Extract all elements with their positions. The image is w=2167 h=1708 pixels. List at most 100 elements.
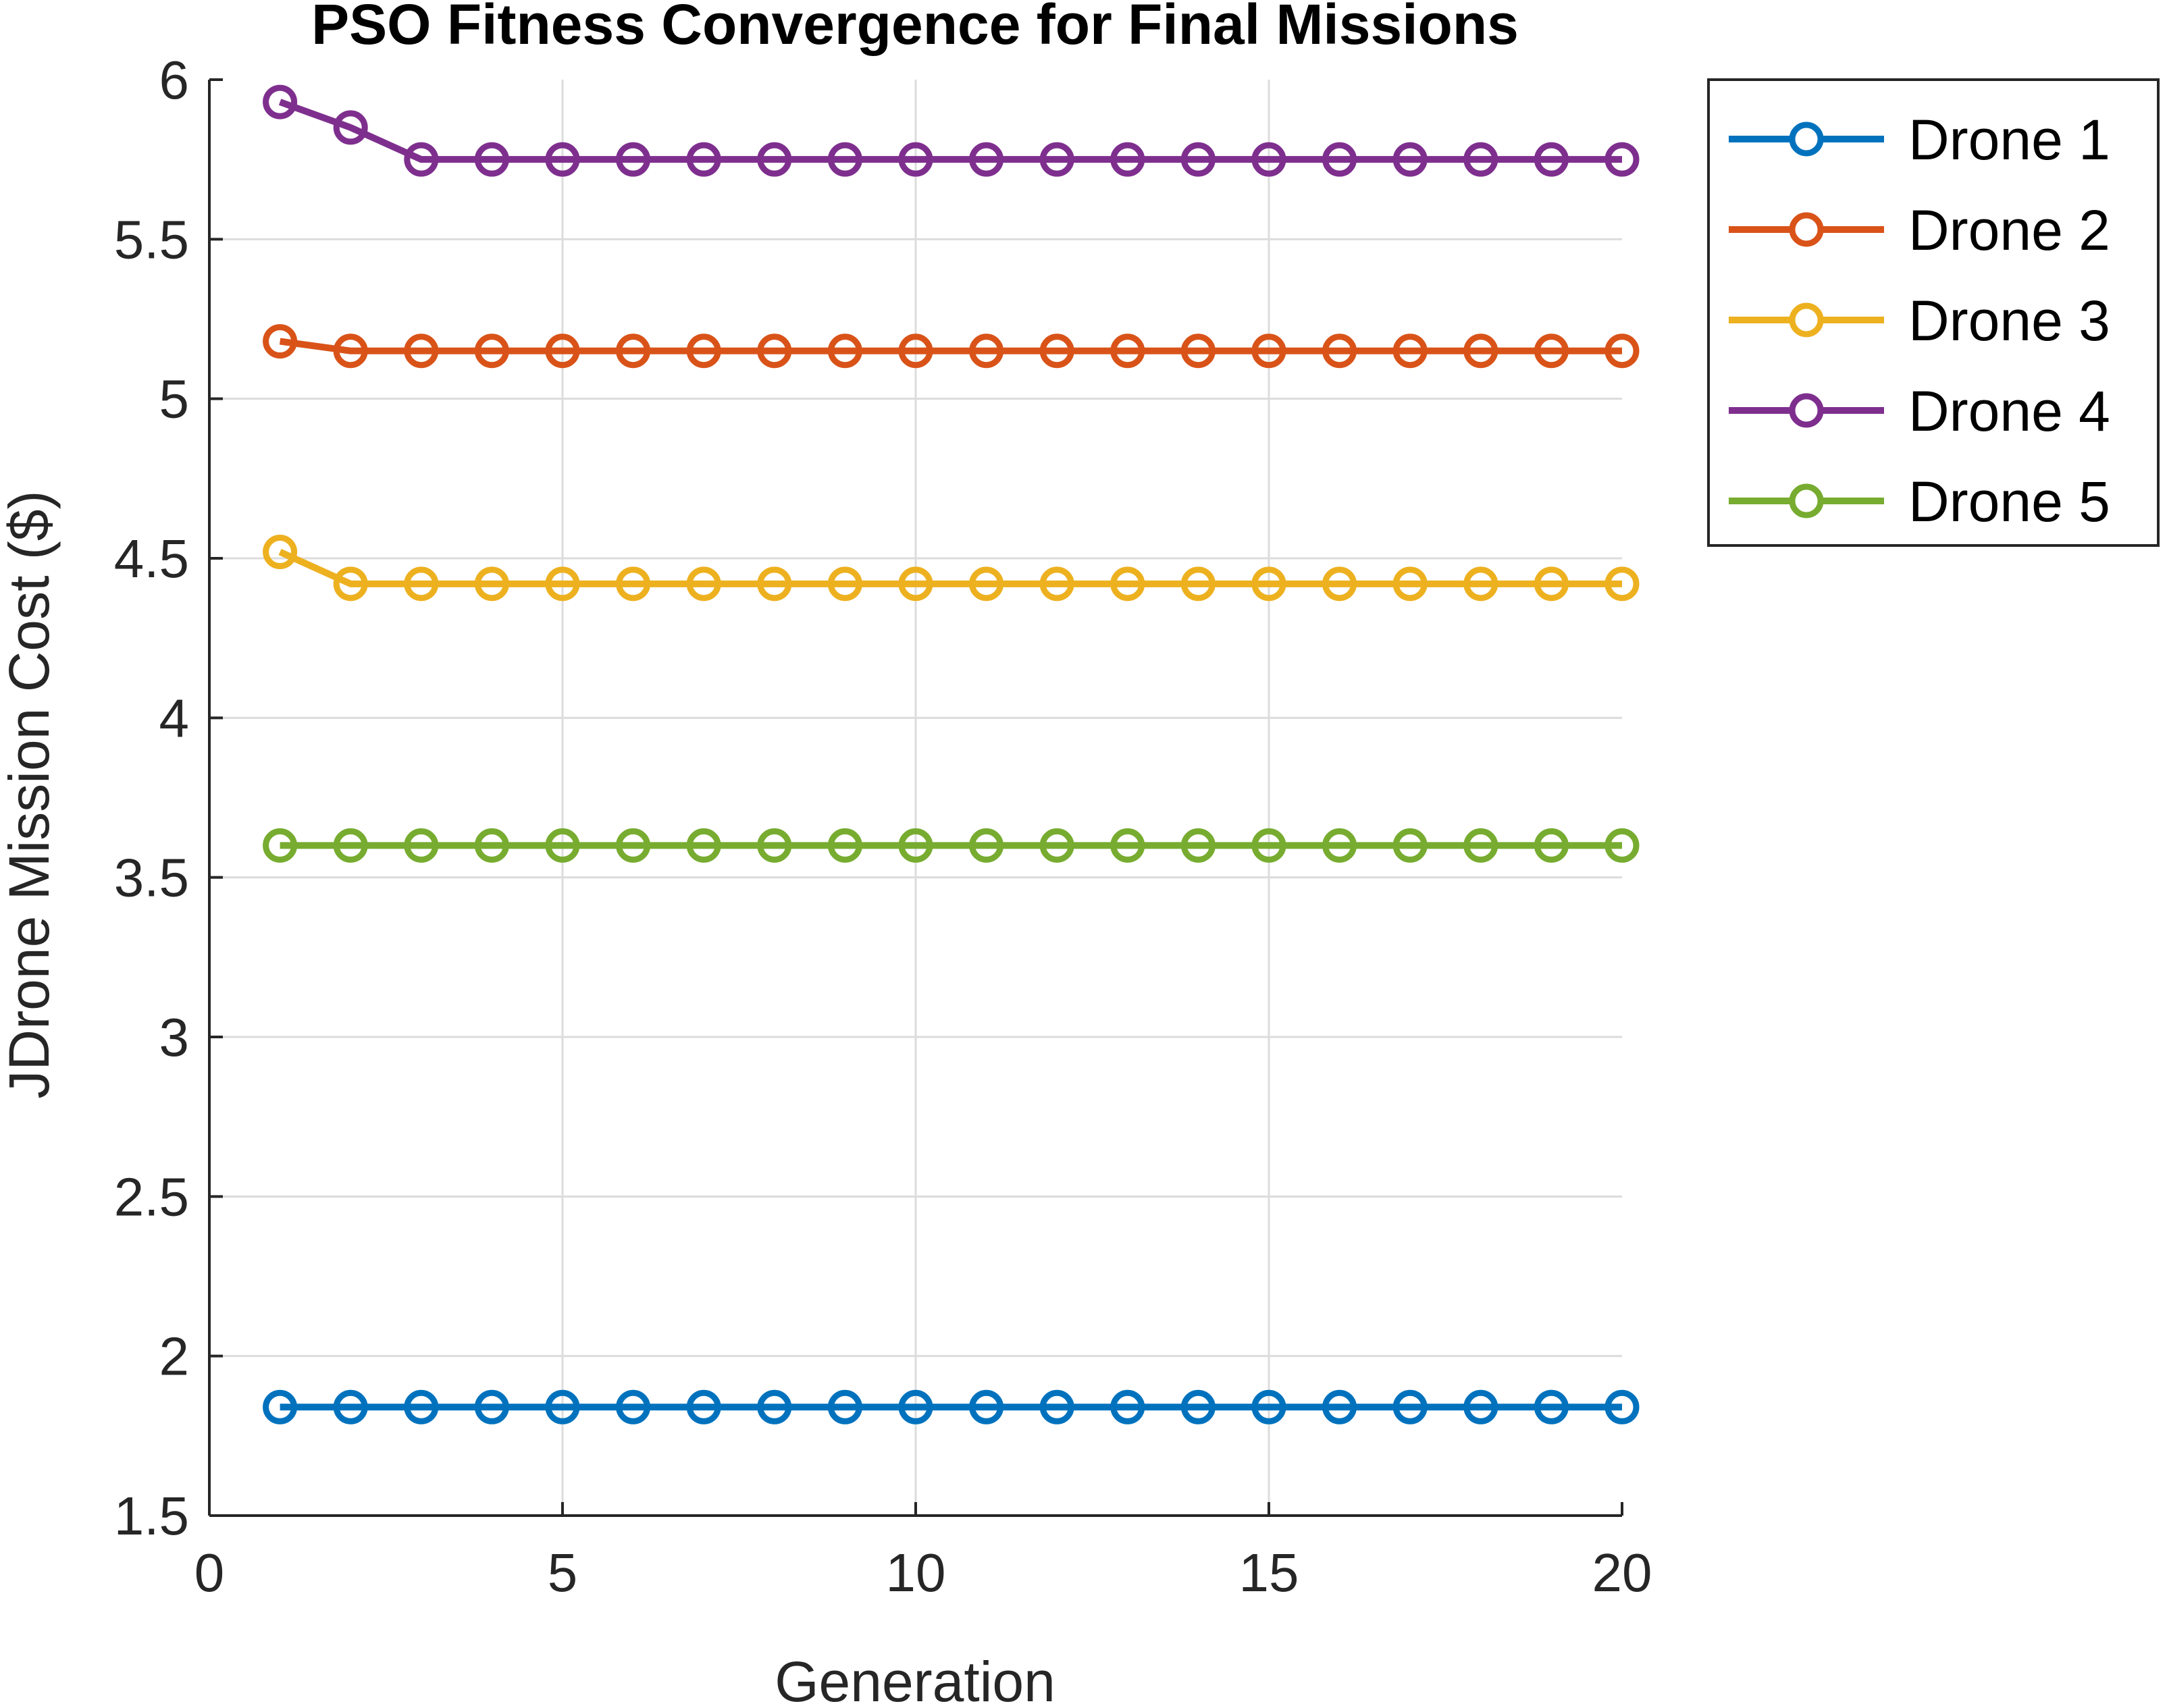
- data-point-drone-2: [1180, 333, 1216, 369]
- data-point-drone-1: [333, 1389, 368, 1424]
- data-point-drone-2: [545, 333, 580, 369]
- data-point-drone-1: [545, 1389, 580, 1424]
- x-axis-title: Generation: [775, 1650, 1055, 1708]
- data-point-drone-5: [1180, 828, 1216, 863]
- data-point-drone-2: [757, 333, 792, 369]
- data-point-drone-2: [1039, 333, 1074, 369]
- data-point-drone-5: [757, 828, 792, 863]
- data-point-drone-3: [827, 566, 862, 602]
- data-point-drone-4: [1392, 142, 1428, 177]
- data-point-drone-2: [827, 333, 862, 369]
- data-point-drone-3: [1392, 566, 1428, 602]
- data-point-drone-5: [686, 828, 721, 863]
- data-point-drone-4: [1322, 142, 1357, 177]
- data-point-drone-5: [404, 828, 439, 863]
- data-point-drone-4: [545, 142, 580, 177]
- data-point-drone-5: [1322, 828, 1357, 863]
- data-point-drone-4: [333, 110, 368, 145]
- data-point-drone-4: [1110, 142, 1145, 177]
- data-point-drone-1: [263, 1389, 298, 1424]
- x-tick-label: 10: [886, 1543, 946, 1603]
- data-point-drone-4: [404, 142, 439, 177]
- data-point-drone-3: [616, 566, 651, 602]
- y-tick-label: 4.5: [114, 529, 189, 589]
- data-point-drone-4: [1534, 142, 1569, 177]
- data-point-drone-1: [1392, 1389, 1428, 1424]
- data-point-drone-2: [1392, 333, 1428, 369]
- y-tick-label: 2.5: [114, 1167, 189, 1227]
- data-point-drone-4: [1180, 142, 1216, 177]
- data-point-drone-2: [404, 333, 439, 369]
- y-tick-label: 4: [159, 688, 190, 748]
- data-point-drone-1: [969, 1389, 1004, 1424]
- legend-label-drone-3: Drone 3: [1908, 289, 2110, 352]
- data-point-drone-2: [1534, 333, 1569, 369]
- data-point-drone-5: [333, 828, 368, 863]
- data-point-drone-4: [616, 142, 651, 177]
- data-point-drone-2: [969, 333, 1004, 369]
- data-point-drone-1: [1110, 1389, 1145, 1424]
- y-tick-label: 5: [159, 369, 190, 429]
- data-point-drone-3: [1251, 566, 1286, 602]
- data-point-drone-2: [898, 333, 933, 369]
- data-point-drone-3: [263, 535, 298, 570]
- data-point-drone-1: [474, 1389, 509, 1424]
- data-point-drone-2: [616, 333, 651, 369]
- data-point-drone-2: [333, 333, 368, 369]
- data-point-drone-1: [686, 1389, 721, 1424]
- data-point-drone-5: [1463, 828, 1498, 863]
- data-point-drone-5: [545, 828, 580, 863]
- data-point-drone-4: [1251, 142, 1286, 177]
- legend-marker-drone-2: [1789, 212, 1824, 247]
- data-point-drone-5: [1534, 828, 1569, 863]
- data-point-drone-5: [969, 828, 1004, 863]
- legend-label-drone-1: Drone 1: [1908, 108, 2110, 171]
- legend: Drone 1 Drone 2 Drone 3 Drone 4 Drone 5: [1707, 78, 2160, 547]
- y-axis-title: JDrone Mission Cost ($): [0, 491, 61, 1099]
- data-point-drone-2: [1604, 333, 1640, 369]
- legend-label-drone-5: Drone 5: [1908, 470, 2110, 533]
- legend-marker-drone-3: [1789, 302, 1824, 338]
- data-point-drone-1: [827, 1389, 862, 1424]
- data-point-drone-1: [1039, 1389, 1074, 1424]
- data-point-drone-3: [898, 566, 933, 602]
- data-point-drone-3: [969, 566, 1004, 602]
- x-tick-label: 0: [194, 1543, 225, 1603]
- chart-title: PSO Fitness Convergence for Final Missio…: [311, 0, 1519, 56]
- data-point-drone-4: [898, 142, 933, 177]
- x-tick-label: 5: [548, 1543, 578, 1603]
- data-point-drone-1: [898, 1389, 933, 1424]
- data-point-drone-3: [1039, 566, 1074, 602]
- data-point-drone-5: [898, 828, 933, 863]
- y-tick-label: 2: [159, 1327, 190, 1387]
- x-tick-label: 15: [1239, 1543, 1299, 1603]
- data-point-drone-2: [1463, 333, 1498, 369]
- data-point-drone-1: [1180, 1389, 1216, 1424]
- data-point-drone-4: [474, 142, 509, 177]
- data-point-drone-1: [1322, 1389, 1357, 1424]
- y-tick-label: 3.5: [114, 848, 189, 908]
- data-point-drone-5: [1251, 828, 1286, 863]
- legend-label-drone-2: Drone 2: [1908, 198, 2110, 262]
- data-point-drone-3: [1534, 566, 1569, 602]
- data-point-drone-3: [1180, 566, 1216, 602]
- data-point-drone-2: [1110, 333, 1145, 369]
- data-point-drone-4: [757, 142, 792, 177]
- data-point-drone-1: [757, 1389, 792, 1424]
- data-point-drone-4: [1039, 142, 1074, 177]
- data-point-drone-1: [616, 1389, 651, 1424]
- data-point-drone-3: [474, 566, 509, 602]
- data-point-drone-5: [1110, 828, 1145, 863]
- legend-box: [1707, 78, 2160, 547]
- data-point-drone-3: [686, 566, 721, 602]
- data-point-drone-5: [1392, 828, 1428, 863]
- data-point-drone-2: [1322, 333, 1357, 369]
- legend-marker-drone-4: [1789, 393, 1824, 428]
- data-point-drone-1: [1604, 1389, 1640, 1424]
- data-point-drone-4: [1604, 142, 1640, 177]
- data-point-drone-5: [474, 828, 509, 863]
- data-point-drone-2: [686, 333, 721, 369]
- data-point-drone-5: [1039, 828, 1074, 863]
- data-point-drone-4: [686, 142, 721, 177]
